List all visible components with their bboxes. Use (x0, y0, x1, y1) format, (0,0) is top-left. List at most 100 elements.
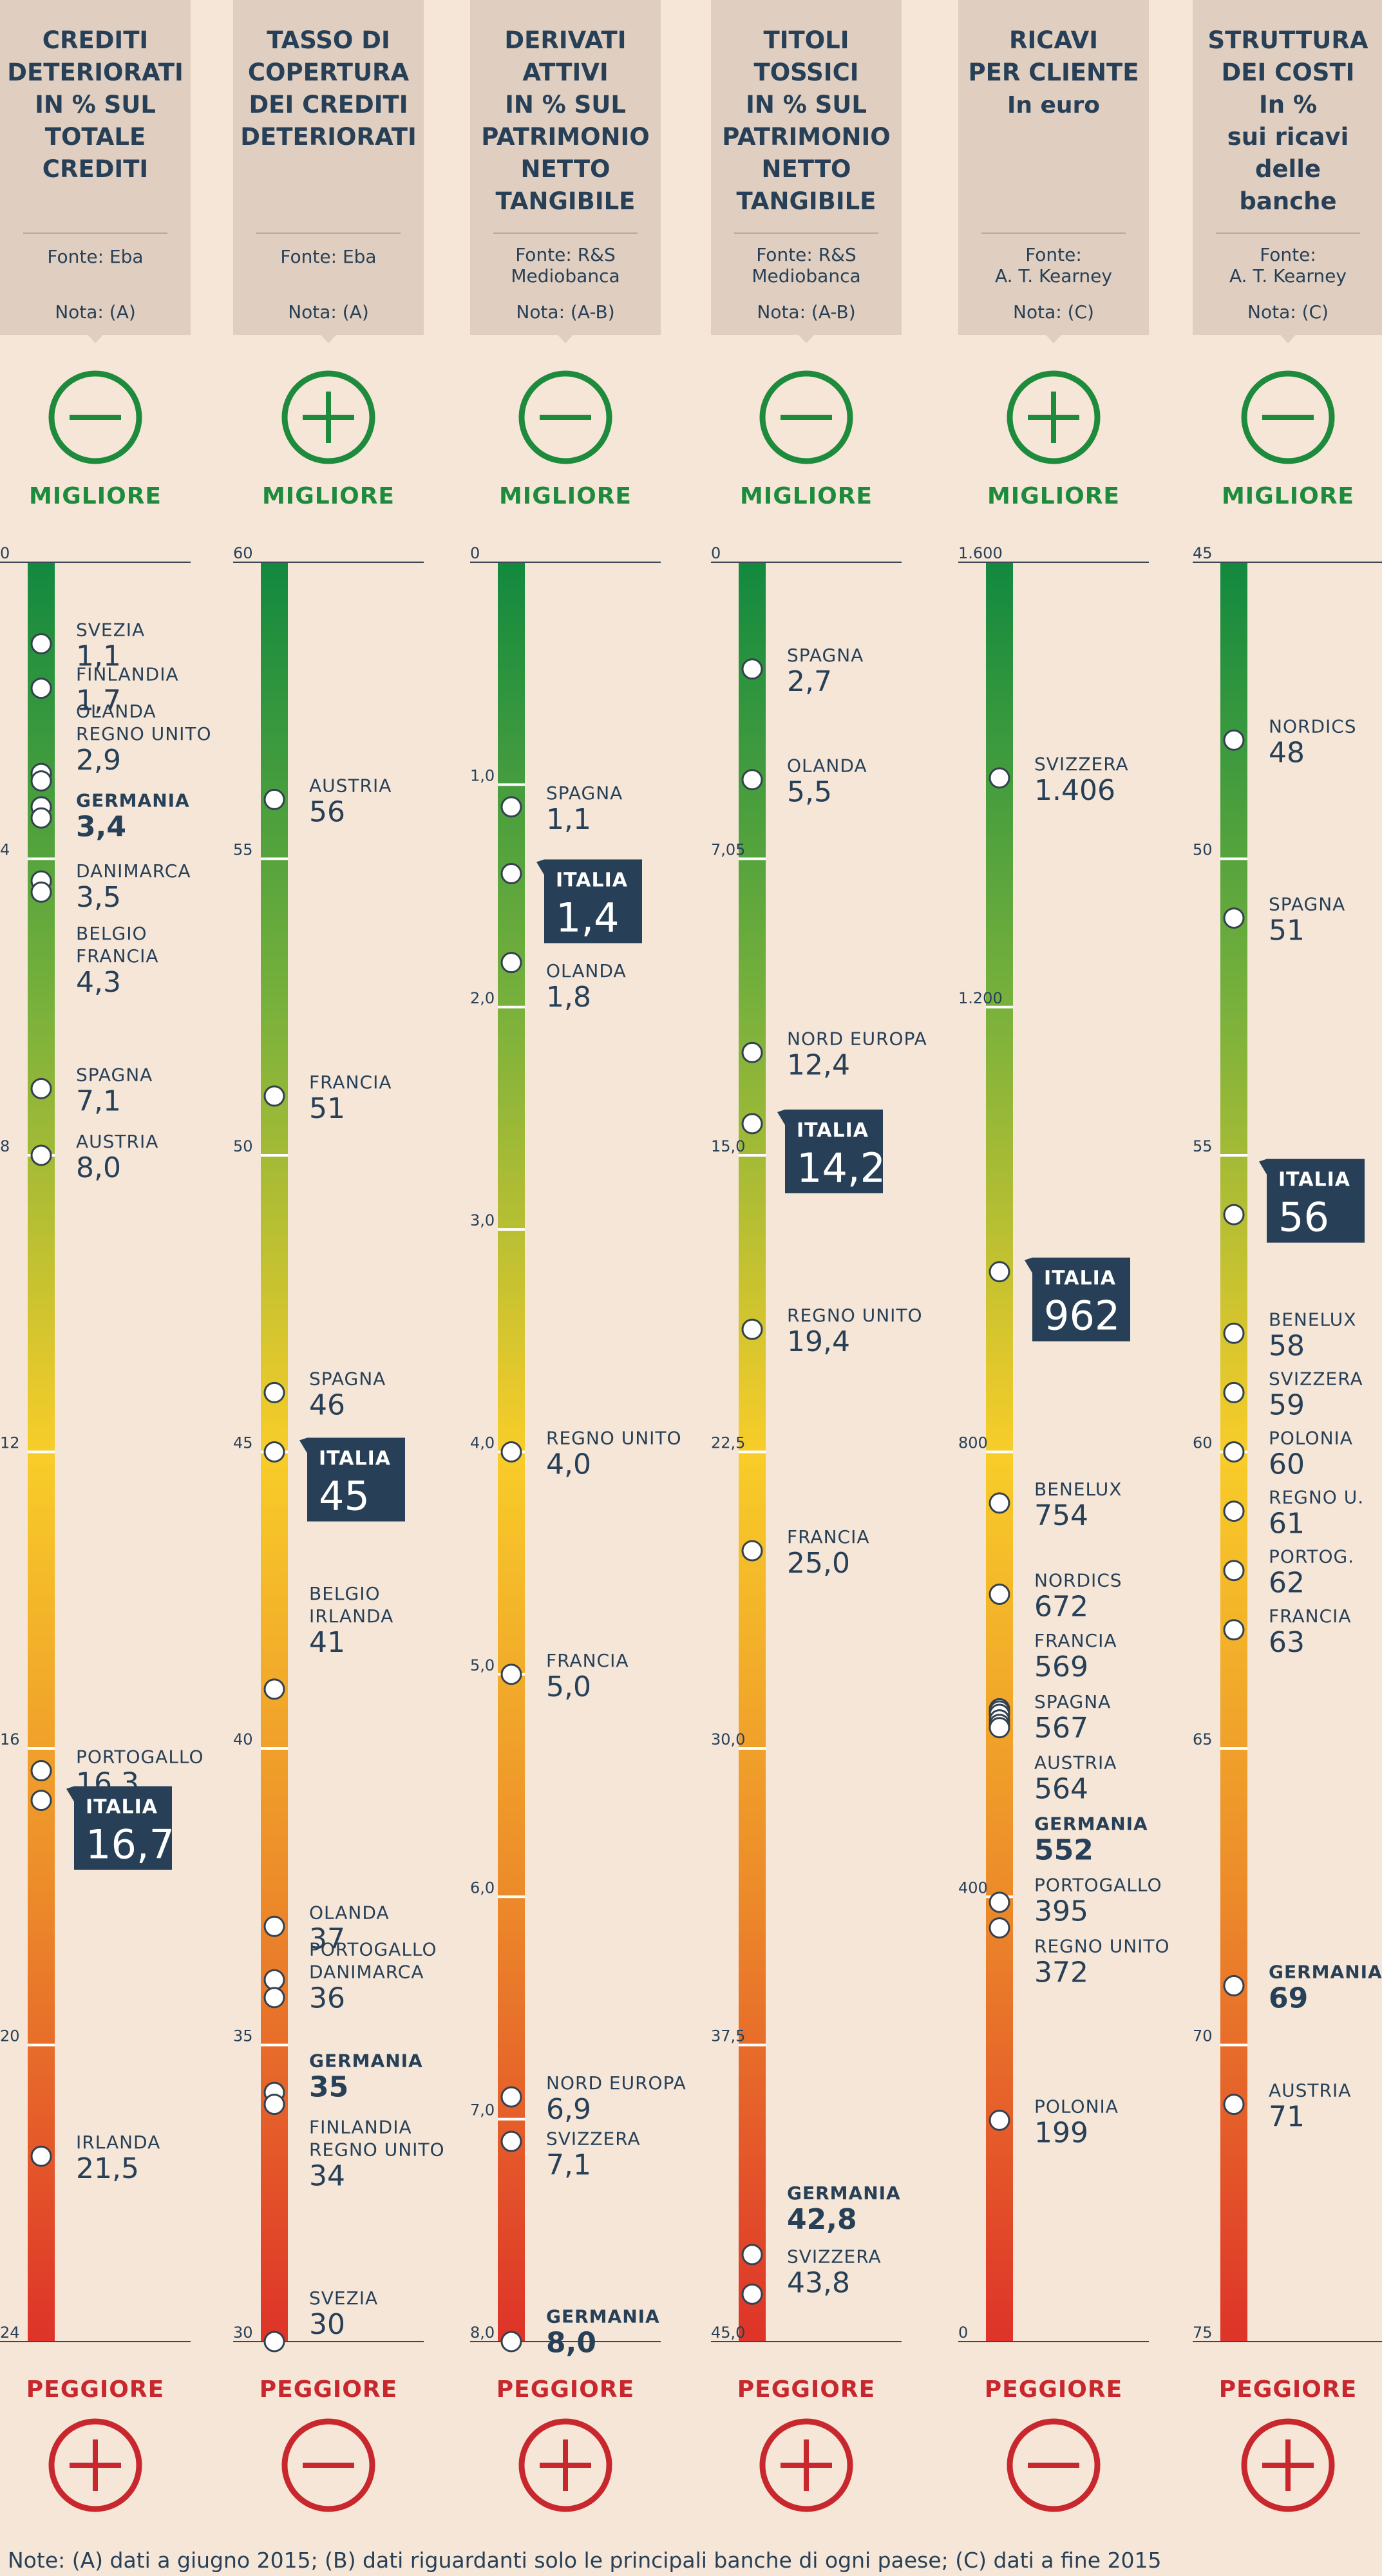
highlight-value: 45 (319, 1473, 370, 1520)
tick-label: 37,5 (711, 2027, 745, 2045)
better-plus-icon (1007, 370, 1101, 464)
header-source: Fonte: R&S (756, 244, 857, 265)
country-value: 25,0 (787, 1547, 850, 1580)
tick-label: 65 (1193, 1730, 1213, 1748)
data-point (30, 677, 52, 699)
country-name: BENELUX (1269, 1309, 1356, 1330)
header-box (711, 0, 902, 343)
header-title-line: PATRIMONIO (481, 123, 649, 151)
data-point (500, 952, 522, 974)
data-point (989, 1492, 1010, 1514)
highlight-box (536, 859, 642, 943)
header-panel: RICAVI PER CLIENTE In euro Fonte:A. T. Kear… (958, 0, 1149, 343)
data-point (30, 1077, 52, 1099)
data-point (30, 2145, 52, 2167)
country-name: FRANCIA (1269, 1605, 1352, 1627)
header-title-line: IN % SUL (35, 91, 156, 118)
tick-label: 0 (711, 544, 721, 562)
country-value: 395 (1034, 1895, 1088, 1928)
country-name: AUSTRIA (1269, 2080, 1351, 2101)
country-value: 3,4 (76, 810, 126, 843)
country-name: BELGIO (309, 1583, 381, 1604)
country-name: SPAGNA (1034, 1691, 1111, 1712)
tick-label: 75 (1193, 2324, 1213, 2342)
header-note: Nota: (A-B) (516, 301, 614, 323)
country-name: FRANCIA (1034, 1630, 1117, 1651)
worse-plus-icon (759, 2418, 853, 2512)
country-name: OLANDA (546, 960, 627, 981)
tick-label: 55 (233, 841, 253, 859)
data-point (500, 1441, 522, 1463)
header-title-line: PATRIMONIO (722, 123, 890, 151)
data-point (30, 1760, 52, 1782)
tick-label: 5,0 (470, 1656, 495, 1674)
data-point (741, 1113, 763, 1135)
country-value: 35 (309, 2071, 348, 2104)
country-value: 61 (1269, 1508, 1305, 1540)
country-value: 1,7 (76, 685, 121, 717)
country-value: 672 (1034, 1591, 1088, 1624)
header-panel: TASSO DI COPERTURA DEI CREDITI DETERIORATI F… (233, 0, 424, 343)
data-point (263, 1678, 285, 1700)
data-point (1223, 1381, 1245, 1403)
data-point (500, 1663, 522, 1685)
country-value: 1,8 (546, 981, 591, 1014)
country-name: OLANDA (309, 1902, 390, 1923)
footer-note: Note: (A) dati a giugno 2015; (B) dati r… (8, 2548, 1161, 2573)
country-name: NORDICS (1034, 1570, 1122, 1591)
header-box (233, 0, 424, 343)
country-value: 199 (1034, 2116, 1088, 2149)
country-name: SPAGNA (76, 1064, 153, 1085)
country-name: SVIZZERA (546, 2128, 641, 2149)
country-name: DANIMARCA (76, 860, 191, 882)
data-point (263, 1987, 285, 2009)
tick-label: 24 (0, 2324, 20, 2342)
tick-label: 1.600 (958, 544, 1003, 562)
better-plus-icon (281, 370, 375, 464)
country-name: PORTOG. (1269, 1546, 1354, 1567)
country-value: 1,1 (546, 803, 591, 836)
data-point (263, 1915, 285, 1937)
data-point (500, 2130, 522, 2152)
header-title-line: NETTO (520, 155, 610, 183)
country-value: 1.406 (1034, 774, 1115, 807)
header-title-line: TITOLI (763, 26, 849, 54)
header-title-line: banche (1239, 187, 1336, 215)
tick-label: 20 (0, 2027, 20, 2045)
tick-label: 45 (233, 1434, 253, 1452)
header-source: A. T. Kearney (1229, 265, 1347, 287)
worse-plus-icon (48, 2418, 142, 2512)
header-title-line: NETTO (761, 155, 851, 183)
tick-label: 45,0 (711, 2324, 745, 2342)
data-point (1223, 729, 1245, 751)
data-point (1223, 1204, 1245, 1226)
country-value: 41 (309, 1626, 345, 1659)
country-value: 7,1 (546, 2148, 591, 2181)
country-value: 21,5 (76, 2152, 139, 2185)
data-point (1223, 1975, 1245, 1996)
tick-label: 0 (0, 544, 10, 562)
country-name: SPAGNA (1269, 894, 1345, 915)
highlight-name: ITALIA (319, 1448, 391, 1470)
tick-label: 15,0 (711, 1137, 745, 1155)
tick-label: 45 (1193, 544, 1213, 562)
country-name: REGNO UNITO (546, 1428, 682, 1449)
data-point (989, 2109, 1010, 2131)
country-name: REGNO UNITO (76, 723, 212, 744)
country-value: 42,8 (787, 2203, 857, 2236)
better-minus-icon (48, 370, 142, 464)
better-label: MIGLIORE (740, 483, 873, 509)
header-title-line: TASSO DI (267, 26, 390, 54)
data-point (30, 770, 52, 792)
tick-label: 0 (470, 544, 480, 562)
country-name: FRANCIA (787, 1526, 870, 1548)
data-point (30, 807, 52, 829)
country-name: PORTOGALLO (1034, 1875, 1162, 1896)
header-title-line: sui ricavi (1227, 123, 1349, 151)
header-title-line: STRUTTURA (1208, 26, 1368, 54)
worse-label: PEGGIORE (26, 2376, 164, 2403)
header-note: Nota: (A) (55, 301, 136, 323)
header-title-line: DETERIORATI (240, 123, 416, 151)
data-point (30, 881, 52, 903)
